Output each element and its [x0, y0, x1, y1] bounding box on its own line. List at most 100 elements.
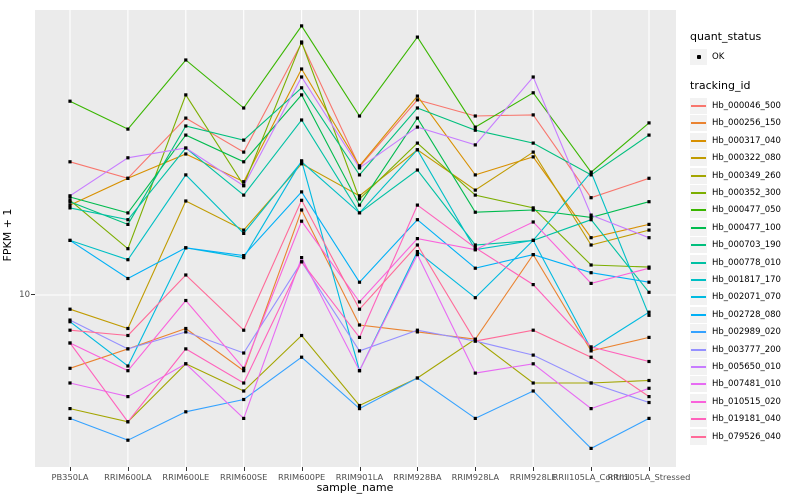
panel-background	[35, 10, 676, 467]
legend-color-swatch	[691, 226, 706, 229]
data-point	[300, 198, 304, 202]
x-tick-label: RRIM600SE	[219, 472, 268, 482]
data-point	[415, 237, 419, 241]
y-tick-label: 10	[19, 290, 30, 300]
legend-key-box	[690, 411, 707, 428]
legend-item: Hb_002728_080	[690, 306, 798, 323]
legend-item-label: Hb_000477_100	[712, 222, 781, 233]
x-tick-mark	[185, 467, 187, 471]
x-tick-label: RRIM901LA	[335, 472, 384, 482]
data-point	[531, 238, 535, 242]
legend-item: Hb_007481_010	[690, 376, 798, 393]
data-point	[242, 184, 246, 188]
data-point	[357, 194, 362, 198]
legend-item: Hb_000477_100	[690, 219, 798, 236]
legend-item: Hb_019181_040	[690, 410, 798, 428]
data-point	[357, 197, 362, 201]
legend: quant_status OK tracking_id Hb_000046_50…	[690, 30, 798, 445]
legend-item: Hb_000322_080	[690, 150, 798, 167]
legend-item-label: OK	[712, 51, 725, 62]
legend-key-box	[690, 358, 707, 375]
legend-color-swatch	[691, 209, 706, 212]
data-point	[68, 200, 72, 204]
data-point	[531, 362, 535, 366]
data-point	[126, 347, 130, 351]
x-tick-label: RRIM928BA	[393, 472, 442, 482]
data-point	[357, 164, 362, 168]
legend-item-ok: OK	[690, 48, 798, 65]
data-point	[184, 246, 188, 250]
legend-item: Hb_000349_260	[690, 167, 798, 184]
data-point	[589, 271, 593, 275]
data-point	[531, 75, 535, 79]
data-point	[300, 355, 304, 359]
data-point	[647, 228, 651, 232]
data-point	[357, 369, 362, 373]
data-point	[415, 250, 419, 254]
data-point	[473, 339, 477, 343]
data-point	[357, 203, 362, 207]
data-point	[473, 143, 477, 147]
data-point	[184, 58, 188, 62]
data-point	[300, 333, 304, 338]
plot-panel	[35, 10, 676, 467]
data-point	[473, 266, 477, 270]
legend-item: Hb_000046_500	[690, 97, 798, 115]
legend-color-swatch	[691, 348, 706, 351]
data-point	[126, 127, 130, 131]
legend-item: Hb_000778_010	[690, 254, 798, 271]
legend-key-box	[690, 393, 707, 410]
legend-color-swatch	[691, 296, 706, 299]
data-point	[184, 93, 188, 97]
data-point	[126, 156, 130, 160]
data-point	[415, 203, 419, 207]
legend-item-label: Hb_010515_020	[712, 396, 781, 407]
x-tick-mark	[359, 467, 361, 471]
data-point	[473, 128, 477, 132]
legend-key-box	[690, 341, 707, 358]
data-point	[357, 114, 362, 118]
legend-key-box	[690, 324, 707, 341]
x-tick-mark	[243, 467, 245, 471]
x-tick-label: RRII105LA_Control	[552, 472, 630, 482]
data-point	[415, 116, 419, 120]
data-point	[531, 150, 535, 154]
data-point	[126, 222, 130, 226]
data-point	[68, 160, 72, 164]
data-point	[184, 116, 188, 120]
data-point	[531, 353, 535, 357]
legend-item-label: Hb_007481_010	[712, 379, 781, 390]
legend-item: Hb_002989_020	[690, 323, 798, 341]
legend-key-box	[690, 98, 707, 115]
x-tick-label: RRIM928LE	[509, 472, 557, 482]
x-tick-label: RRIM600LA	[104, 472, 152, 482]
data-point	[68, 238, 72, 242]
data-point	[647, 222, 651, 226]
data-point	[589, 345, 593, 349]
legend-key-box	[690, 289, 707, 306]
legend-color-swatch	[691, 157, 706, 160]
data-point	[242, 138, 246, 142]
data-point	[242, 254, 246, 258]
data-point	[647, 280, 651, 284]
data-point	[415, 376, 419, 380]
data-point	[184, 347, 188, 351]
data-point	[531, 328, 535, 332]
data-point	[242, 228, 246, 232]
data-point	[647, 310, 651, 314]
data-point	[647, 386, 651, 390]
legend-item: Hb_010515_020	[690, 393, 798, 410]
legend-item-label: Hb_000349_260	[712, 170, 781, 181]
legend-item-label: Hb_000352_300	[712, 188, 781, 199]
x-tick-label: RRIM600PE	[277, 472, 326, 482]
data-point	[415, 141, 419, 145]
legend-item: Hb_000352_300	[690, 184, 798, 202]
data-point	[184, 173, 188, 177]
legend-item: Hb_079526_040	[690, 428, 798, 445]
legend-item: Hb_000703_190	[690, 237, 798, 254]
legend-key-box	[690, 237, 707, 254]
data-point	[473, 125, 477, 129]
data-point	[126, 258, 130, 262]
data-point	[473, 210, 477, 214]
